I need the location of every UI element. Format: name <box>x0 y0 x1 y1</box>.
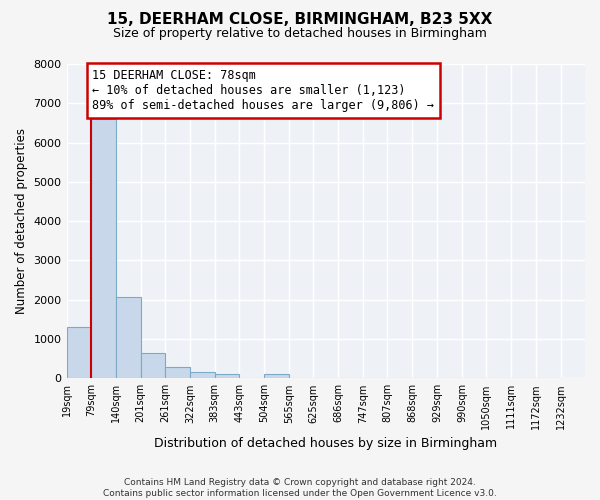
Text: 15 DEERHAM CLOSE: 78sqm
← 10% of detached houses are smaller (1,123)
89% of semi: 15 DEERHAM CLOSE: 78sqm ← 10% of detache… <box>92 68 434 112</box>
Y-axis label: Number of detached properties: Number of detached properties <box>15 128 28 314</box>
Text: Contains HM Land Registry data © Crown copyright and database right 2024.
Contai: Contains HM Land Registry data © Crown c… <box>103 478 497 498</box>
X-axis label: Distribution of detached houses by size in Birmingham: Distribution of detached houses by size … <box>154 437 497 450</box>
Bar <box>215 374 239 378</box>
Bar <box>264 374 289 378</box>
Bar <box>67 327 91 378</box>
Bar <box>116 297 140 378</box>
Bar <box>165 366 190 378</box>
Text: Size of property relative to detached houses in Birmingham: Size of property relative to detached ho… <box>113 28 487 40</box>
Text: 15, DEERHAM CLOSE, BIRMINGHAM, B23 5XX: 15, DEERHAM CLOSE, BIRMINGHAM, B23 5XX <box>107 12 493 28</box>
Bar <box>190 372 215 378</box>
Bar <box>91 119 116 378</box>
Bar <box>140 353 165 378</box>
